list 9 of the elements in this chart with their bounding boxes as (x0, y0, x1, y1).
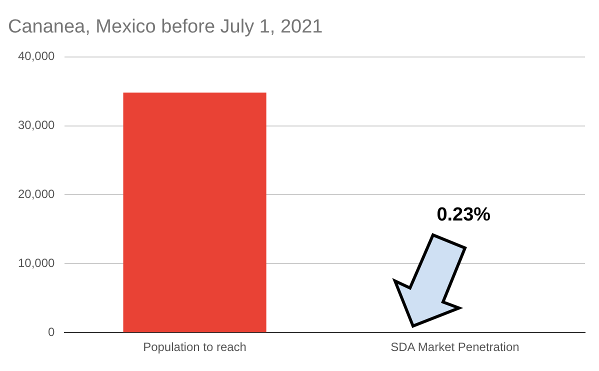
x-tick-label: SDA Market Penetration (390, 340, 520, 354)
annotation: 0.23% (436, 204, 491, 226)
y-tick-label: 40,000 (18, 49, 56, 64)
y-tick-label: 20,000 (18, 187, 56, 202)
chart-title: Cananea, Mexico before July 1, 2021 (8, 16, 323, 38)
y-tick-label: 10,000 (18, 256, 56, 270)
y-tick-label: 0 (48, 324, 56, 339)
x-tick-label: Population to reach (143, 340, 246, 354)
y-tick-label: 30,000 (18, 118, 56, 132)
